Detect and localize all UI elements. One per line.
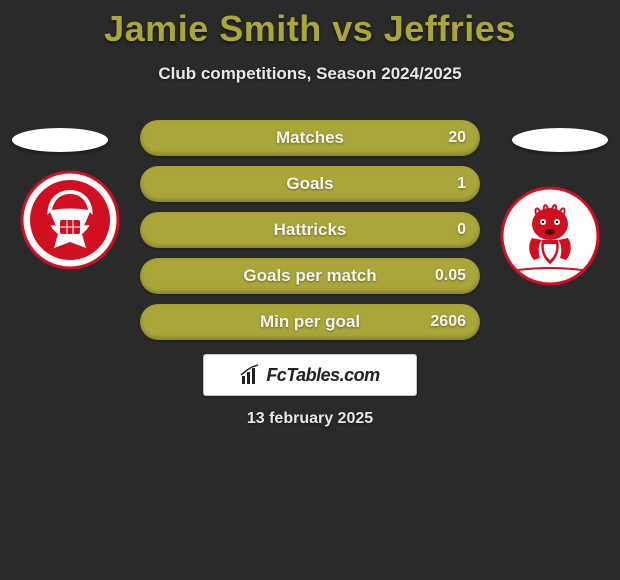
lincoln-city-crest-icon: [500, 186, 600, 286]
stat-right-value: 1: [457, 166, 466, 202]
fctables-logo[interactable]: FcTables.com: [203, 354, 417, 396]
club-crest-left: [20, 170, 120, 270]
stat-bar: Matches 20: [140, 120, 480, 156]
stat-bar: Goals 1: [140, 166, 480, 202]
subtitle: Club competitions, Season 2024/2025: [0, 64, 620, 84]
stat-right-value: 20: [448, 120, 466, 156]
stat-label: Goals per match: [140, 258, 480, 294]
club-crest-right: [500, 186, 600, 286]
stat-label: Hattricks: [140, 212, 480, 248]
stat-label: Goals: [140, 166, 480, 202]
logo-text: FcTables.com: [266, 365, 379, 386]
stat-right-value: 0.05: [435, 258, 466, 294]
player-left-shadow: [12, 128, 108, 152]
stat-label: Matches: [140, 120, 480, 156]
stat-bar-list: Matches 20 Goals 1 Hattricks 0 Goals per…: [140, 120, 480, 350]
stat-bar: Hattricks 0: [140, 212, 480, 248]
date-label: 13 february 2025: [0, 410, 620, 428]
stat-bar: Min per goal 2606: [140, 304, 480, 340]
page-title: Jamie Smith vs Jeffries: [0, 0, 620, 50]
stat-right-value: 0: [457, 212, 466, 248]
bar-chart-icon: [240, 364, 262, 386]
stat-label: Min per goal: [140, 304, 480, 340]
player-right-shadow: [512, 128, 608, 152]
stat-right-value: 2606: [430, 304, 466, 340]
leyton-orient-crest-icon: [20, 170, 120, 270]
stat-bar: Goals per match 0.05: [140, 258, 480, 294]
